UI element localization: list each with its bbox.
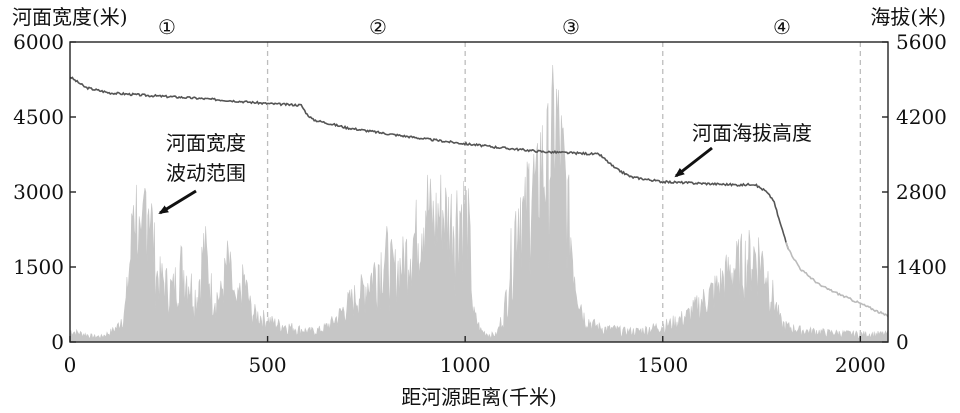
y-right-tick-label-3: 4200 (896, 105, 947, 129)
x-axis-title: 距河源距离(千米) (401, 385, 557, 409)
annotation-elevation-arrow (674, 146, 713, 178)
river-width-band (69, 64, 889, 343)
y-left-axis-title: 河面宽度(米) (12, 5, 128, 29)
section-label-3: ③ (562, 15, 580, 39)
y-left-tick-label-3: 4500 (13, 105, 64, 129)
section-label-2: ② (369, 15, 387, 39)
annotation-width-range-line-2: 波动范围 (166, 161, 246, 185)
section-label-1: ① (158, 15, 176, 39)
x-tick-label-2: 1000 (440, 353, 491, 377)
annotation-width-range-arrow (158, 189, 197, 215)
y-right-tick-label-2: 2800 (896, 180, 947, 204)
elevation-line (69, 76, 889, 318)
elevation-series-tail (785, 242, 889, 318)
y-right-tick-label-0: 0 (896, 330, 909, 354)
y-right-axis-title: 海拔(米) (870, 5, 946, 29)
y-left-tick-label-1: 1500 (13, 255, 64, 279)
y-right-tick-label-1: 1400 (896, 255, 947, 279)
x-tick-label-1: 500 (248, 353, 286, 377)
y-left-tick-label-2: 3000 (13, 180, 64, 204)
x-tick-label-0: 0 (64, 353, 77, 377)
axis-ticks (69, 41, 888, 343)
river-width-fill (69, 64, 889, 343)
annotation-width-range-line-1: 河面宽度 (166, 131, 246, 155)
y-left-tick-label-4: 6000 (13, 30, 64, 54)
annotation-elevation-label: 河面海拔高度 (692, 121, 812, 145)
elevation-series-line (69, 76, 790, 250)
y-left-tick-label-0: 0 (51, 330, 64, 354)
x-tick-label-4: 2000 (835, 353, 886, 377)
section-dividers (266, 42, 861, 342)
y-right-tick-label-4: 5600 (896, 30, 947, 54)
x-tick-label-3: 1500 (637, 353, 688, 377)
section-label-4: ④ (773, 15, 791, 39)
